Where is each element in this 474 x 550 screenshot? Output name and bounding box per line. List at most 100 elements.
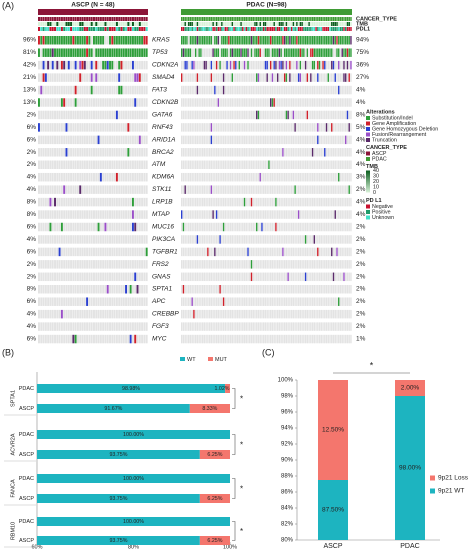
empty-cell	[106, 36, 109, 45]
empty-cell	[102, 272, 105, 282]
alteration-cell	[256, 222, 258, 232]
empty-cell	[292, 334, 295, 344]
empty-cell	[313, 172, 316, 182]
empty-cell	[208, 235, 211, 244]
empty-cell	[271, 60, 274, 70]
empty-cell	[138, 235, 141, 244]
empty-cell	[120, 334, 123, 344]
empty-cell	[194, 322, 197, 331]
empty-cell	[72, 73, 75, 82]
tmb-cell	[327, 22, 330, 26]
empty-cell	[350, 309, 352, 319]
alteration-cell	[268, 160, 270, 169]
empty-cell	[257, 272, 260, 282]
empty-cell	[294, 272, 296, 282]
empty-cell	[325, 247, 328, 257]
cancer-type-cell	[292, 17, 295, 21]
empty-cell	[131, 185, 134, 194]
tmb-cell	[278, 22, 281, 26]
empty-cell	[88, 235, 91, 244]
empty-cell	[299, 247, 302, 257]
empty-cell	[42, 309, 45, 319]
empty-cell	[125, 197, 128, 207]
empty-cell	[275, 322, 277, 331]
empty-cell	[235, 222, 237, 232]
tmb-cell	[236, 22, 239, 26]
empty-cell	[99, 322, 102, 331]
empty-cell	[83, 172, 86, 182]
empty-cell	[145, 60, 148, 70]
empty-cell	[287, 247, 289, 257]
cancer-type-cell	[214, 17, 216, 21]
empty-cell	[240, 98, 242, 107]
empty-cell	[207, 185, 209, 194]
cancer-type-cell	[54, 17, 57, 21]
tmb-cell	[240, 22, 242, 26]
category-label: PDAC	[19, 476, 34, 482]
empty-cell	[217, 285, 220, 294]
empty-cell	[318, 148, 321, 157]
y-tick-label: 96%	[281, 410, 294, 416]
empty-cell	[247, 123, 249, 132]
alteration-cell	[247, 48, 249, 57]
empty-cell	[350, 297, 352, 306]
empty-cell	[252, 60, 254, 70]
pdl1-cell	[86, 27, 89, 31]
empty-cell	[268, 135, 270, 145]
empty-cell	[49, 148, 52, 157]
empty-cell	[86, 197, 89, 207]
empty-cell	[259, 123, 261, 132]
tmb-cell	[129, 22, 132, 26]
empty-cell	[70, 247, 73, 257]
empty-cell	[224, 285, 227, 294]
empty-cell	[214, 322, 216, 331]
empty-cell	[338, 123, 340, 132]
empty-cell	[345, 235, 347, 244]
cancer-type-cell	[304, 17, 307, 21]
legend-swatch	[366, 157, 370, 161]
empty-cell	[99, 235, 102, 244]
empty-cell	[276, 110, 279, 120]
empty-cell	[317, 309, 319, 319]
empty-cell	[203, 309, 206, 319]
empty-cell	[269, 309, 272, 319]
empty-cell	[324, 222, 326, 232]
value-label: 93.75%	[109, 496, 127, 502]
empty-cell	[65, 272, 68, 282]
empty-cell	[336, 334, 338, 344]
empty-cell	[129, 309, 132, 319]
alteration-cell	[95, 73, 98, 82]
empty-cell	[252, 85, 254, 95]
empty-cell	[83, 222, 86, 232]
empty-cell	[72, 123, 75, 132]
empty-cell	[273, 185, 275, 194]
empty-cell	[74, 297, 77, 306]
empty-cell	[214, 297, 216, 306]
empty-cell	[81, 210, 84, 219]
empty-cell	[97, 334, 100, 344]
alteration-cell	[182, 285, 185, 294]
alteration-cell	[299, 73, 302, 82]
empty-cell	[205, 48, 207, 57]
alteration-cell	[282, 247, 284, 257]
alteration-cell	[127, 123, 130, 132]
empty-cell	[129, 98, 132, 107]
tmb-cell	[186, 22, 188, 26]
cancer-type-cell	[261, 17, 263, 21]
empty-cell	[338, 73, 340, 82]
empty-cell	[42, 197, 45, 207]
empty-cell	[86, 334, 89, 344]
alteration-cell	[317, 36, 319, 45]
empty-cell	[254, 98, 256, 107]
empty-cell	[191, 110, 193, 120]
empty-cell	[93, 110, 95, 120]
empty-cell	[205, 222, 207, 232]
empty-cell	[38, 297, 40, 306]
empty-cell	[348, 322, 350, 331]
tmb-cell	[228, 22, 230, 26]
empty-cell	[191, 272, 193, 282]
empty-cell	[219, 334, 221, 344]
empty-cell	[222, 60, 225, 70]
panel-label: (B)	[2, 347, 14, 357]
empty-cell	[186, 309, 188, 319]
